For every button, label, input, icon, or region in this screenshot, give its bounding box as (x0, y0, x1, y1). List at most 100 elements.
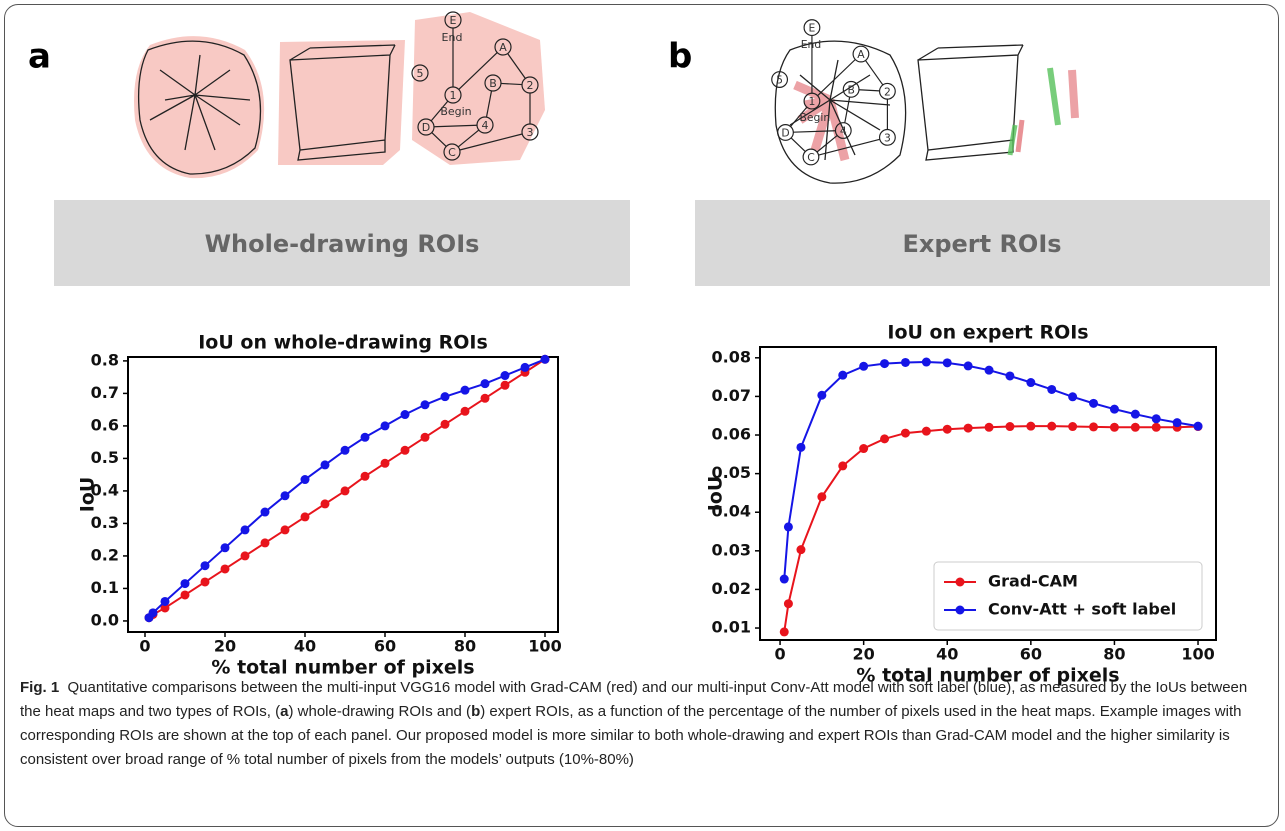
data-point (1068, 392, 1077, 401)
data-point (859, 362, 868, 371)
data-point (1110, 405, 1119, 414)
data-point (301, 512, 310, 521)
data-point (784, 599, 793, 608)
data-point (401, 446, 410, 455)
data-point (481, 379, 490, 388)
data-point (421, 400, 430, 409)
data-point (441, 392, 450, 401)
data-point (780, 627, 789, 636)
node-label: 5 (776, 74, 783, 87)
x-tick-label: 20 (853, 645, 875, 664)
data-point (341, 446, 350, 455)
node-label: 2 (527, 79, 534, 92)
data-point (780, 575, 789, 584)
data-point (481, 394, 490, 403)
y-tick-label: 0.0 (91, 610, 119, 629)
y-tick-label: 0.07 (712, 386, 751, 405)
node-label: 3 (884, 131, 891, 144)
data-point (880, 359, 889, 368)
data-point (361, 433, 370, 442)
y-tick-label: 0.1 (91, 578, 119, 597)
y-tick-label: 0.7 (91, 383, 119, 402)
data-point (261, 538, 270, 547)
data-point (1005, 422, 1014, 431)
data-point (201, 577, 210, 586)
node-label: End (442, 31, 463, 44)
data-point (922, 358, 931, 367)
node-label: 4 (482, 119, 489, 132)
legend-marker (956, 606, 965, 615)
node-label: B (847, 83, 854, 96)
data-point (1068, 422, 1077, 431)
caption-text: b (471, 703, 480, 720)
x-tick-label: 80 (454, 637, 476, 656)
node-label: A (857, 48, 865, 61)
data-point (321, 460, 330, 469)
data-point (817, 391, 826, 400)
x-tick-label: 0 (774, 645, 785, 664)
data-point (1089, 399, 1098, 408)
data-point (1110, 423, 1119, 432)
y-tick-label: 0.8 (91, 350, 119, 369)
node-label: E (450, 14, 457, 27)
data-point (1131, 410, 1140, 419)
data-point (1152, 423, 1161, 432)
data-point (321, 499, 330, 508)
panel-letter: a (28, 37, 51, 77)
x-tick-label: 40 (294, 637, 316, 656)
y-tick-label: 0.5 (91, 448, 119, 467)
data-point (1089, 422, 1098, 431)
data-point (149, 608, 158, 617)
panel-letter: b (668, 37, 692, 77)
node-label: End (801, 38, 821, 51)
data-point (985, 423, 994, 432)
y-tick-label: 0.2 (91, 545, 119, 564)
data-point (281, 525, 290, 534)
data-point (1173, 418, 1182, 427)
data-point (221, 543, 230, 552)
y-tick-label: 0.3 (91, 513, 119, 532)
data-point (161, 597, 170, 606)
node-label: 5 (417, 67, 424, 80)
data-point (501, 381, 510, 390)
node-label: C (807, 151, 815, 164)
data-point (1131, 423, 1140, 432)
node-label: Begin (800, 111, 831, 124)
banner-text: Whole-drawing ROIs (205, 230, 480, 258)
data-point (181, 590, 190, 599)
data-point (521, 363, 530, 372)
data-point (838, 371, 847, 380)
y-tick-label: 0.01 (712, 618, 751, 637)
data-point (985, 366, 994, 375)
series-line (784, 362, 1198, 579)
data-point (461, 407, 470, 416)
caption-text: ) whole-drawing ROIs and ( (288, 703, 471, 720)
data-point (784, 522, 793, 531)
data-point (943, 358, 952, 367)
data-point (361, 472, 370, 481)
y-tick-label: 0.6 (91, 415, 119, 434)
data-point (880, 434, 889, 443)
y-tick-label: 0.06 (712, 425, 751, 444)
data-point (1047, 422, 1056, 431)
node-label: 3 (527, 126, 534, 139)
y-tick-label: 0.4 (91, 480, 119, 499)
data-point (301, 475, 310, 484)
node-label: 2 (884, 85, 891, 98)
data-point (922, 427, 931, 436)
x-tick-label: 100 (528, 637, 561, 656)
chart-title: IoU on expert ROIs (887, 322, 1088, 344)
x-tick-label: 80 (1103, 645, 1125, 664)
node-label: 1 (809, 95, 816, 108)
chart-title: IoU on whole-drawing ROIs (198, 332, 488, 354)
data-point (838, 461, 847, 470)
caption: Fig. 1 Quantitative comparisons between … (20, 676, 1265, 772)
data-point (1194, 422, 1203, 431)
data-point (221, 564, 230, 573)
data-point (241, 525, 250, 534)
sketch-edge (791, 138, 805, 152)
data-point (201, 561, 210, 570)
x-tick-label: 60 (1020, 645, 1042, 664)
data-point (859, 444, 868, 453)
data-point (421, 433, 430, 442)
